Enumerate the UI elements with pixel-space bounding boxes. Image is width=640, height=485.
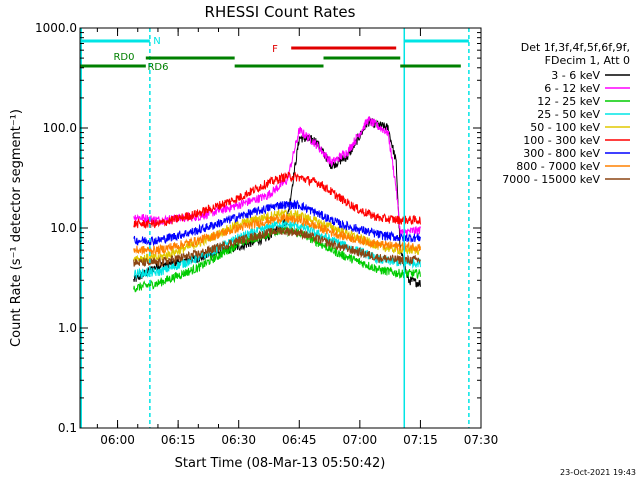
legend-entry-label-6: 100 - 300 keV — [523, 134, 600, 147]
x-tick-label-4: 06:45 — [282, 433, 317, 447]
y-tick-label-2: 1.0 — [58, 321, 77, 335]
y-tick-label-1: 0.1 — [58, 421, 77, 435]
y-axis: 0.1 1.0 10.0 100.0 1000.0 — [35, 21, 481, 435]
series-line-8 — [133, 213, 421, 255]
x-tick-label-1: 06:00 — [100, 433, 135, 447]
legend-entry-label-5: 50 - 100 keV — [530, 121, 600, 134]
y-tick-label-5: 1000.0 — [35, 21, 77, 35]
legend-entry-label-8: 800 - 7000 keV — [516, 160, 600, 173]
timestamp: 23-Oct-2021 19:43 — [560, 468, 636, 477]
series-line-7 — [133, 199, 421, 247]
y-tick-label-3: 10.0 — [50, 221, 77, 235]
legend-entry-label-3: 12 - 25 keV — [537, 95, 600, 108]
series-line-6 — [133, 171, 421, 230]
flare-label: F — [272, 44, 278, 55]
y-axis-label: Count Rate (s⁻¹ detector segment⁻¹) — [9, 109, 24, 347]
chart-title: RHESSI Count Rates — [205, 3, 356, 21]
x-tick-label-5: 07:00 — [343, 433, 378, 447]
legend-entry-label-2: 6 - 12 keV — [544, 82, 600, 95]
series-line-5 — [133, 209, 421, 263]
x-tick-label-7: 07:30 — [464, 433, 499, 447]
night-bar-label: N — [153, 36, 160, 47]
legend-entry-label-7: 300 - 800 keV — [523, 147, 600, 160]
x-tick-label-2: 06:15 — [161, 433, 196, 447]
x-axis-label: Start Time (08-Mar-13 05:50:42) — [175, 456, 386, 471]
series-line-9 — [133, 226, 421, 268]
rd0-label: RD0 — [113, 52, 134, 63]
legend: Det 1f,3f,4f,5f,6f,9f, FDecim 1, Att 0 3… — [502, 41, 630, 186]
x-axis: 06:00 06:15 06:30 06:45 07:00 07:15 07:30 — [96, 28, 499, 447]
x-tick-label-3: 06:30 — [221, 433, 256, 447]
rd6-label: RD6 — [147, 62, 168, 73]
y-tick-label-4: 100.0 — [43, 121, 77, 135]
legend-header-line-2: FDecim 1, Att 0 — [545, 54, 630, 67]
legend-entry-label-9: 7000 - 15000 keV — [502, 173, 600, 186]
legend-header-line-1: Det 1f,3f,4f,5f,6f,9f, — [521, 41, 630, 54]
legend-entry-label-1: 3 - 6 keV — [551, 69, 600, 82]
legend-entry-label-4: 25 - 50 keV — [537, 108, 600, 121]
x-tick-label-6: 07:15 — [403, 433, 438, 447]
